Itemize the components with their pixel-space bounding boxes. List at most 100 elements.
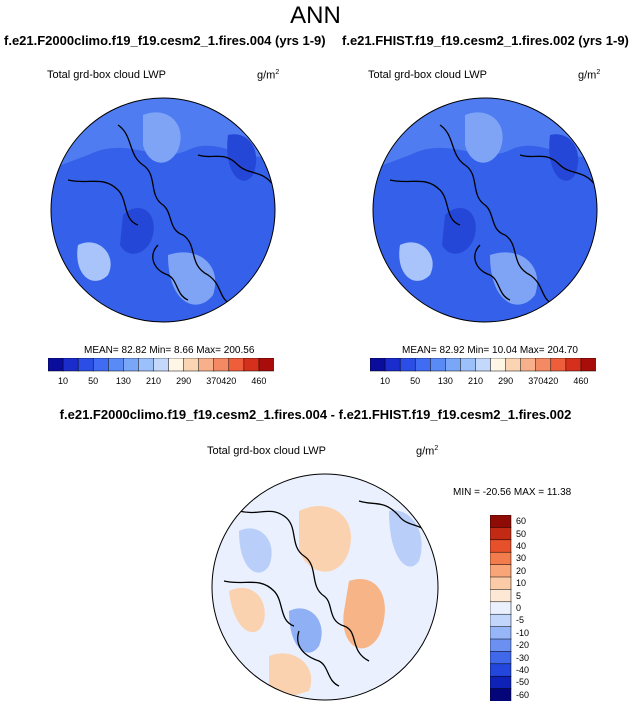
panel3-coastline — [223, 500, 435, 687]
colorbar-label: -50 — [516, 677, 530, 688]
colorbar-swatch — [490, 576, 512, 591]
panel3-colorbar — [490, 515, 512, 701]
panel2-variable: Total grd-box cloud LWP — [368, 69, 488, 81]
colorbar-swatch — [490, 551, 512, 566]
panel2-field-deep2 — [549, 134, 579, 181]
colorbar-swatch — [490, 601, 512, 615]
colorbar-label: 460 — [573, 376, 589, 386]
colorbar-swatch — [460, 358, 477, 372]
colorbar-label: 40 — [516, 541, 527, 551]
colorbar-label: -5 — [516, 615, 525, 626]
colorbar-swatch — [520, 358, 537, 372]
panel1-map — [50, 97, 276, 323]
colorbar-label: 10 — [58, 376, 69, 386]
colorbar-label: 460 — [251, 376, 267, 386]
colorbar-swatch — [384, 358, 401, 372]
colorbar-swatch — [123, 358, 140, 372]
colorbar-swatch — [62, 358, 79, 372]
panel3-map — [211, 473, 439, 701]
panel3-field-blue2 — [289, 608, 322, 653]
colorbar-swatch — [490, 613, 512, 628]
panel2-coastline — [389, 124, 596, 306]
panel2-title: f.e21.FHIST.f19_f19.cesm2_1.fires.002 (y… — [342, 33, 629, 48]
colorbar-label: 210 — [145, 376, 161, 386]
colorbar-label: -60 — [516, 689, 530, 700]
colorbar-swatch — [490, 358, 507, 372]
panel3-field-orange2 — [343, 579, 385, 649]
colorbar-swatch — [490, 638, 512, 653]
colorbar-label: 290 — [498, 376, 514, 386]
colorbar-label: 130 — [115, 376, 131, 386]
panel3-field-blue — [239, 528, 272, 573]
panel2-field-deep — [442, 207, 476, 254]
colorbar-swatch — [445, 358, 462, 372]
colorbar-label: 290 — [176, 376, 192, 386]
panel2-field-pale — [399, 242, 433, 281]
colorbar-swatch — [138, 358, 155, 372]
colorbar-label: 50 — [88, 376, 99, 386]
colorbar-label: -20 — [516, 640, 530, 651]
colorbar-label: 0 — [516, 603, 522, 613]
colorbar-swatch — [414, 358, 432, 372]
colorbar-swatch — [550, 358, 567, 372]
colorbar-swatch — [475, 358, 492, 372]
panel1-coastline — [67, 124, 274, 306]
colorbar-swatch — [490, 675, 512, 690]
colorbar-swatch — [490, 663, 512, 677]
colorbar-swatch — [258, 358, 274, 372]
colorbar-label: -10 — [516, 627, 530, 638]
panel1-field-pale — [77, 242, 111, 281]
colorbar-label: 50 — [516, 528, 527, 539]
colorbar-swatch — [48, 358, 64, 372]
colorbar-swatch — [490, 626, 512, 640]
colorbar-label: 10 — [516, 578, 527, 589]
panel3-title: f.e21.F2000climo.f19_f19.cesm2_1.fires.0… — [59, 407, 572, 422]
panel2-field-light — [465, 112, 503, 163]
colorbar-swatch — [490, 589, 512, 603]
panel2-map — [372, 97, 598, 323]
colorbar-swatch — [490, 527, 512, 541]
panel2-units: g/m2 — [578, 69, 601, 82]
colorbar-label: -30 — [516, 652, 530, 663]
colorbar-label: -40 — [516, 665, 530, 675]
colorbar-swatch — [580, 358, 596, 372]
colorbar-swatch — [505, 358, 522, 372]
colorbar-label: 5 — [516, 590, 522, 601]
colorbar-label: 370 — [528, 376, 544, 386]
colorbar-swatch — [490, 564, 512, 578]
colorbar-label: 20 — [516, 565, 527, 576]
colorbar-swatch — [490, 651, 512, 665]
colorbar-swatch — [228, 358, 245, 372]
panel2-colorbar — [370, 358, 596, 372]
colorbar-swatch — [565, 358, 582, 372]
colorbar-label: 210 — [467, 376, 483, 386]
panel1-units: g/m2 — [257, 69, 280, 82]
colorbar-swatch — [370, 358, 386, 372]
colorbar-label: 10 — [380, 376, 391, 386]
panel1-colorbar — [48, 358, 274, 372]
panel1-variable: Total grd-box cloud LWP — [47, 69, 167, 81]
panel3-stats: MIN = -20.56 MAX = 11.38 — [453, 487, 572, 498]
colorbar-label: 420 — [543, 376, 559, 386]
panel3-colorbar-labels: 60 50 40 30 20 10 5 0 -5 -10 -20 -30 -40 -50 -60 — [516, 515, 546, 701]
colorbar-swatch — [168, 358, 185, 372]
colorbar-swatch — [213, 358, 230, 372]
colorbar-label: 130 — [437, 376, 453, 386]
panel3-field-orange3 — [229, 587, 265, 633]
colorbar-swatch — [399, 358, 416, 372]
panel1-title: f.e21.F2000climo.f19_f19.cesm2_1.fires.0… — [4, 33, 326, 48]
panel1-field-deep2 — [227, 134, 257, 181]
panel2-colorbar-labels: 10 50 130 210 290 370 420 460 — [370, 376, 596, 388]
colorbar-swatch — [183, 358, 200, 372]
panel2-stats: MEAN= 82.92 Min= 10.04 Max= 204.70 — [402, 345, 578, 356]
colorbar-label: 370 — [206, 376, 222, 386]
colorbar-swatch — [490, 539, 512, 553]
panel1-colorbar-labels: 10 50 130 210 290 370 420 460 — [48, 376, 274, 388]
figure-title: ANN — [290, 2, 341, 29]
panel3-units: g/m2 — [416, 445, 439, 458]
panel1-field-deep — [120, 207, 154, 254]
panel1-field-light — [143, 112, 181, 163]
colorbar-swatch — [77, 358, 94, 372]
panel3-field-orange — [299, 505, 351, 572]
colorbar-swatch — [108, 358, 125, 372]
